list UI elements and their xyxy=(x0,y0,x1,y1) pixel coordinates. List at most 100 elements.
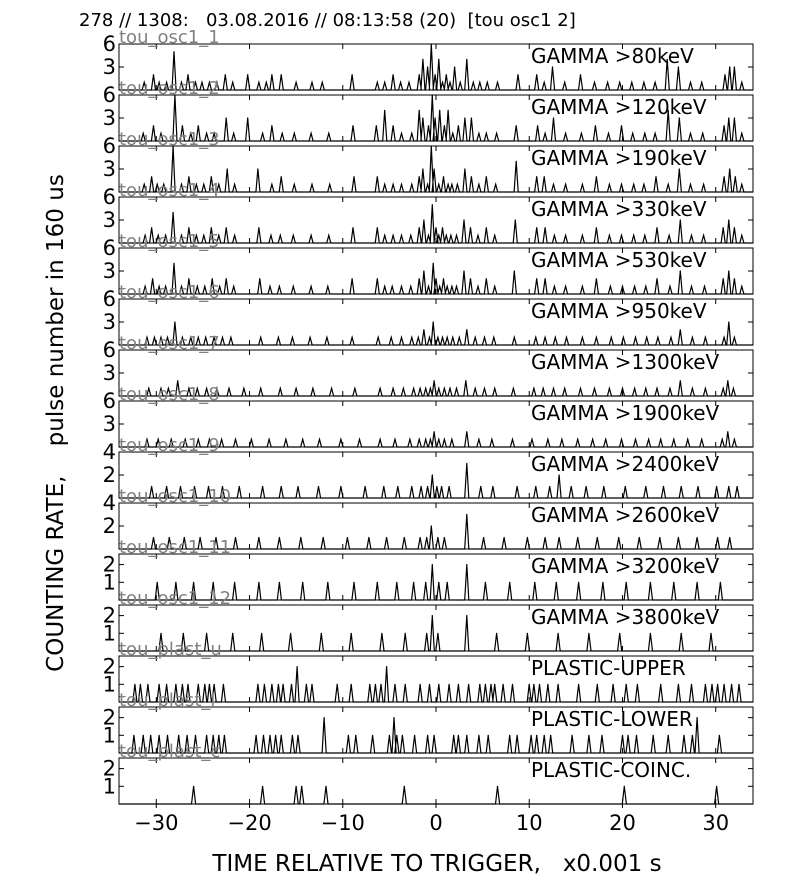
data-point xyxy=(594,125,597,127)
data-point xyxy=(503,536,505,539)
data-point xyxy=(152,74,155,76)
panel-tou_plast_c: 12 PLASTIC-COINC. tou_plast_c xyxy=(103,741,754,805)
data-point xyxy=(300,536,302,539)
data-point xyxy=(731,683,733,685)
channel-name: tou_osc1_10 xyxy=(119,486,231,507)
data-point xyxy=(165,285,167,287)
data-point xyxy=(430,145,432,147)
data-point xyxy=(177,380,179,382)
panel-tou_osc1_9: 24 GAMMA >2400keV tou_osc1_9 xyxy=(103,435,754,499)
data-point xyxy=(536,734,538,736)
data-point xyxy=(305,683,307,685)
data-point xyxy=(157,438,159,440)
data-point xyxy=(310,234,312,236)
data-point xyxy=(441,485,443,488)
data-point xyxy=(295,785,297,787)
data-point xyxy=(156,183,158,185)
data-point xyxy=(293,183,295,185)
data-point xyxy=(689,132,692,134)
data-point xyxy=(322,536,324,539)
data-point xyxy=(384,234,386,236)
data-point xyxy=(565,285,567,287)
panel-label: GAMMA >80keV xyxy=(531,44,694,68)
data-point xyxy=(717,536,719,539)
data-point xyxy=(738,683,740,685)
data-point xyxy=(194,81,197,83)
x-tick-label: −20 xyxy=(227,811,271,835)
data-point xyxy=(632,132,634,134)
data-point xyxy=(279,387,281,389)
data-point xyxy=(193,581,195,583)
data-point xyxy=(516,485,518,488)
data-point xyxy=(577,536,579,539)
data-point xyxy=(201,81,203,83)
data-point xyxy=(623,785,625,787)
data-point xyxy=(723,336,725,338)
data-point xyxy=(234,438,237,440)
data-point xyxy=(193,785,195,787)
data-point xyxy=(723,176,725,178)
data-point xyxy=(386,536,388,539)
data-point xyxy=(340,485,342,488)
data-point xyxy=(677,683,680,685)
data-point xyxy=(425,438,427,440)
data-point xyxy=(722,387,724,389)
data-point xyxy=(355,734,357,736)
data-point xyxy=(595,176,598,178)
data-point xyxy=(275,734,277,736)
data-point xyxy=(190,336,192,338)
data-point xyxy=(204,683,206,685)
data-point xyxy=(233,132,235,134)
data-point xyxy=(331,387,333,389)
data-point xyxy=(184,438,186,440)
data-point xyxy=(485,132,487,134)
data-point xyxy=(144,234,146,236)
data-point xyxy=(645,285,647,287)
data-point xyxy=(410,234,412,236)
signal-line-tou_osc1_12 xyxy=(119,615,753,652)
data-point xyxy=(205,336,207,338)
data-point xyxy=(609,285,612,287)
data-point xyxy=(247,74,249,76)
data-point xyxy=(369,683,371,685)
panel-label: PLASTIC-UPPER xyxy=(531,656,686,680)
data-point xyxy=(188,387,190,389)
data-point xyxy=(483,336,486,338)
data-point xyxy=(733,227,736,229)
data-point xyxy=(228,387,230,389)
data-point xyxy=(620,125,623,127)
data-point xyxy=(218,734,220,736)
x-tick-label: −10 xyxy=(321,811,365,835)
data-point xyxy=(439,285,441,287)
data-point xyxy=(400,285,403,287)
data-point xyxy=(427,125,430,127)
data-point xyxy=(450,234,452,236)
data-point xyxy=(491,438,493,440)
data-point xyxy=(656,278,658,280)
data-point xyxy=(443,125,445,127)
data-point xyxy=(627,734,629,736)
data-point xyxy=(631,81,633,83)
data-point xyxy=(269,285,271,287)
data-point xyxy=(526,632,529,634)
data-point xyxy=(536,74,538,76)
data-point xyxy=(354,387,356,389)
data-point xyxy=(325,785,327,787)
data-point xyxy=(427,234,430,236)
data-point xyxy=(477,234,479,236)
data-point xyxy=(550,734,552,736)
data-point xyxy=(199,536,201,539)
data-point xyxy=(697,485,699,488)
data-point xyxy=(233,285,235,287)
data-point xyxy=(431,474,433,476)
data-point xyxy=(350,632,352,634)
y-tick-label: 2 xyxy=(103,553,116,577)
data-point xyxy=(323,717,325,719)
data-point xyxy=(555,581,557,583)
data-point xyxy=(702,132,704,134)
data-point xyxy=(430,43,432,45)
data-point xyxy=(494,285,496,287)
data-point xyxy=(225,278,227,280)
data-point xyxy=(670,336,672,338)
